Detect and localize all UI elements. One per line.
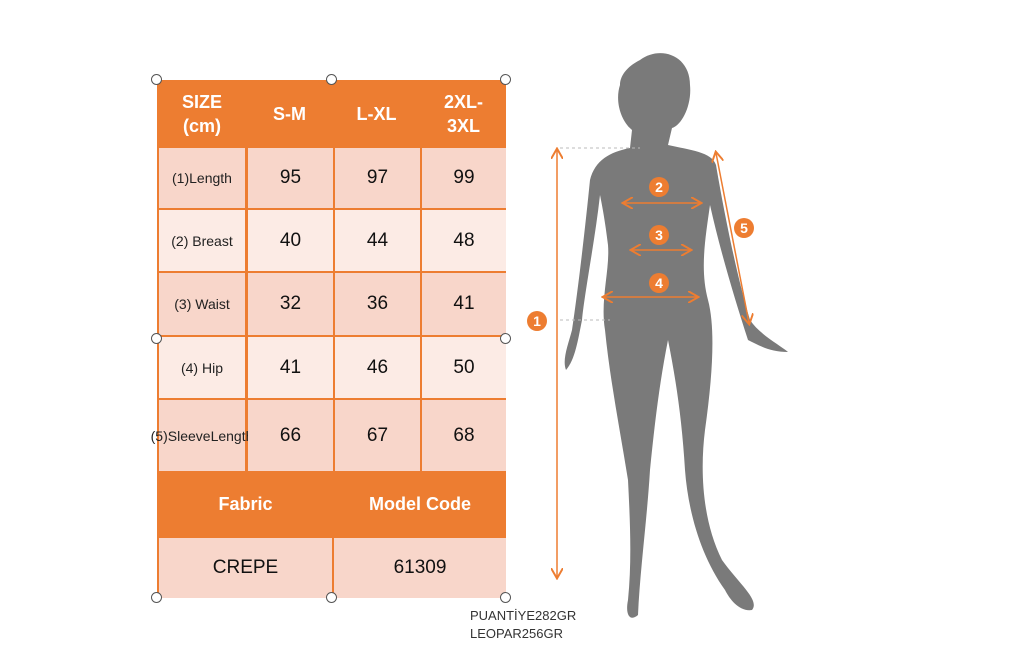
header-label: 2XL-3XL [443, 91, 483, 136]
header-cell: 2XL-3XL [421, 82, 506, 145]
resize-handle[interactable] [326, 74, 337, 85]
value-cell: 97 [335, 148, 420, 208]
value-cell: 41 [248, 337, 333, 398]
value-cell: 66 [248, 400, 333, 471]
resize-handle[interactable] [151, 592, 162, 603]
resize-handle[interactable] [151, 74, 162, 85]
row-label: (2) Breast [159, 210, 245, 271]
value-cell: 67 [335, 400, 420, 471]
model-code-value: 61309 [334, 538, 506, 598]
header-label: S-M [273, 103, 306, 124]
header-cell: L-XL [334, 82, 419, 145]
size-chart-table: SIZE (cm) S-M L-XL 2XL-3XL (1) Length 95 97 99 (2… [151, 80, 506, 598]
value-cell: 68 [422, 400, 506, 471]
row-label: (5) Sleeve Length [151, 400, 253, 471]
row-label: (3) Waist [159, 273, 245, 335]
value-cell: 48 [422, 210, 506, 271]
resize-handle[interactable] [500, 333, 511, 344]
marker-2 [649, 177, 669, 197]
resize-handle[interactable] [151, 333, 162, 344]
resize-handle[interactable] [326, 592, 337, 603]
header-cell: S-M [247, 82, 332, 145]
value-cell: 99 [422, 148, 506, 208]
header-cell: SIZE (cm) [159, 82, 245, 145]
marker-label: 1 [533, 313, 541, 329]
marker-label: 5 [740, 220, 748, 236]
value-cell: 95 [248, 148, 333, 208]
resize-handle[interactable] [500, 74, 511, 85]
marker-1 [527, 311, 547, 331]
model-code-header: Model Code [369, 493, 471, 514]
female-silhouette [564, 53, 788, 618]
resize-handle[interactable] [500, 592, 511, 603]
fabric-value: CREPE [159, 538, 332, 598]
sleeve-arrow [716, 153, 749, 323]
value-cell: 41 [422, 273, 506, 335]
value-cell: 46 [335, 337, 420, 398]
value-cell: 36 [335, 273, 420, 335]
marker-label: 2 [655, 179, 663, 195]
row-label: (1) Length [159, 148, 245, 208]
header-label: L-XL [356, 103, 397, 124]
marker-5 [734, 218, 754, 238]
fabric-header: Fabric [218, 493, 273, 514]
marker-label: 4 [655, 275, 663, 291]
value-cell: 40 [248, 210, 333, 271]
note-line-1: PUANTİYE282GR [470, 608, 577, 623]
header-label: SIZE (cm) [181, 91, 222, 136]
value-cell: 32 [248, 273, 333, 335]
marker-4 [649, 273, 669, 293]
value-cell: 50 [422, 337, 506, 398]
marker-label: 3 [655, 227, 663, 243]
marker-3 [649, 225, 669, 245]
row-label: (4) Hip [159, 337, 245, 398]
note-line-2: LEOPAR256GR [470, 626, 563, 641]
value-cell: 44 [335, 210, 420, 271]
